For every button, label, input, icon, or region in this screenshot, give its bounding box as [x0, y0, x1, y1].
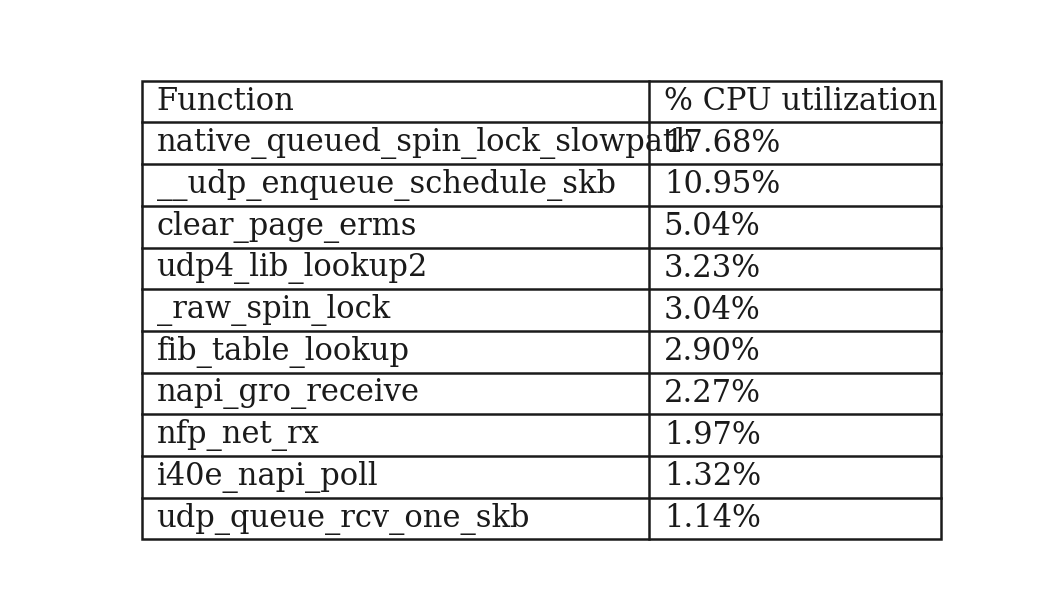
Text: % CPU utilization: % CPU utilization [664, 86, 937, 117]
Text: 1.14%: 1.14% [664, 503, 760, 534]
Text: 5.04%: 5.04% [664, 211, 760, 242]
Text: napi_gro_receive: napi_gro_receive [156, 378, 419, 409]
Text: 3.04%: 3.04% [664, 295, 760, 325]
Text: clear_page_erms: clear_page_erms [156, 211, 417, 243]
Text: nfp_net_rx: nfp_net_rx [156, 419, 319, 451]
Text: 3.23%: 3.23% [664, 253, 761, 284]
Text: udp_queue_rcv_one_skb: udp_queue_rcv_one_skb [156, 502, 530, 535]
Text: 1.32%: 1.32% [664, 461, 761, 492]
Text: 2.27%: 2.27% [664, 378, 760, 409]
Text: i40e_napi_poll: i40e_napi_poll [156, 461, 378, 493]
Text: Function: Function [156, 86, 295, 117]
Text: fib_table_lookup: fib_table_lookup [156, 336, 410, 368]
Text: 1.97%: 1.97% [664, 419, 760, 451]
Text: 2.90%: 2.90% [664, 336, 760, 367]
Text: native_queued_spin_lock_slowpath: native_queued_spin_lock_slowpath [156, 127, 696, 159]
Text: __udp_enqueue_schedule_skb: __udp_enqueue_schedule_skb [156, 169, 616, 201]
Text: udp4_lib_lookup2: udp4_lib_lookup2 [156, 252, 428, 284]
Text: 10.95%: 10.95% [664, 169, 780, 201]
Text: 17.68%: 17.68% [664, 128, 780, 159]
Text: _raw_spin_lock: _raw_spin_lock [156, 294, 390, 326]
